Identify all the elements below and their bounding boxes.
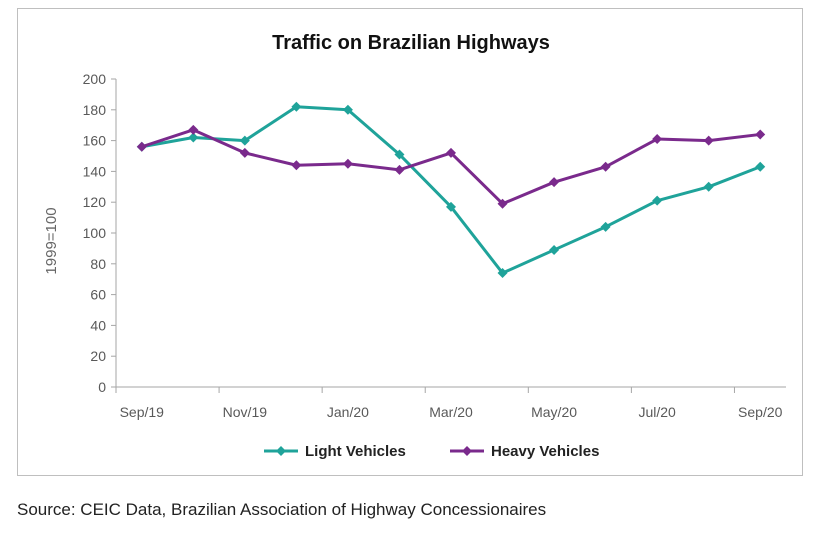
heavy-vehicles-point [291, 160, 302, 171]
y-tick-label: 0 [98, 379, 106, 395]
light-vehicles-line [141, 105, 761, 275]
y-tick-labels: 0 20 40 60 80 100 120 140 160 180 200 [83, 71, 107, 395]
heavy-vehicles-point [497, 198, 508, 209]
y-tick-label: 40 [90, 317, 106, 333]
x-tick-label: Jan/20 [327, 404, 369, 420]
heavy-vehicles-point [188, 124, 199, 135]
light-vehicles-point [446, 201, 456, 212]
heavy-vehicles-point [549, 177, 560, 188]
legend-item-light-vehicles: Light Vehicles [264, 443, 406, 460]
x-tick-label: Sep/19 [120, 404, 165, 420]
light-vehicles-point [497, 268, 508, 279]
y-tick-label: 160 [83, 133, 107, 149]
light-vehicles-point [703, 181, 714, 192]
x-tick-label: Sep/20 [738, 404, 783, 420]
source-note: Source: CEIC Data, Brazilian Association… [17, 500, 547, 519]
y-tick-label: 200 [83, 71, 107, 87]
x-tick-label: May/20 [531, 404, 577, 420]
light-vehicles-point [188, 132, 199, 143]
y-tick-label: 80 [90, 256, 106, 272]
x-tick-labels: Sep/19 Nov/19 Jan/20 Mar/20 May/20 Jul/20 Sep/… [120, 404, 783, 420]
legend-marker [462, 446, 472, 456]
series-light-vehicles [136, 101, 766, 279]
heavy-vehicles-point [342, 158, 353, 169]
heavy-vehicles-point [703, 135, 714, 146]
light-vehicles-point [652, 195, 663, 206]
series-heavy-vehicles [136, 124, 766, 209]
y-tick-label: 100 [83, 225, 107, 241]
legend-label: Heavy Vehicles [491, 443, 599, 460]
axes [111, 78, 786, 393]
x-tick-label: Nov/19 [223, 404, 268, 420]
light-vehicles-point [600, 221, 611, 232]
heavy-vehicles-point [755, 129, 766, 140]
heavy-vehicles-point [446, 147, 456, 158]
light-vehicles-point [291, 101, 302, 112]
x-tick-label: Mar/20 [429, 404, 473, 420]
light-vehicles-point [755, 161, 766, 172]
legend-item-heavy-vehicles: Heavy Vehicles [450, 443, 599, 460]
chart-title: Traffic on Brazilian Highways [272, 32, 550, 54]
y-tick-label: 60 [90, 287, 106, 303]
light-vehicles-point [549, 244, 560, 255]
heavy-vehicles-point [600, 161, 611, 172]
legend: Light Vehicles Heavy Vehicles [264, 443, 599, 460]
heavy-vehicles-point [239, 147, 250, 158]
y-tick-label: 180 [83, 102, 107, 118]
heavy-vehicles-point [136, 141, 147, 152]
legend-marker [276, 446, 286, 456]
x-tick-label: Jul/20 [638, 404, 676, 420]
y-tick-label: 20 [90, 348, 106, 364]
light-vehicles-point [342, 104, 353, 115]
line-chart: Traffic on Brazilian Highways 1999=100 0… [43, 32, 786, 460]
light-vehicles-point [394, 149, 405, 160]
y-axis-label: 1999=100 [43, 207, 60, 274]
legend-label: Light Vehicles [305, 443, 406, 460]
light-vehicles-point [239, 135, 250, 146]
chart-frame: Traffic on Brazilian Highways 1999=100 0… [17, 8, 803, 476]
heavy-vehicles-point [652, 134, 663, 145]
series-layer [136, 101, 766, 279]
heavy-vehicles-point [394, 164, 405, 175]
y-tick-label: 140 [83, 163, 107, 179]
y-tick-label: 120 [83, 194, 107, 210]
